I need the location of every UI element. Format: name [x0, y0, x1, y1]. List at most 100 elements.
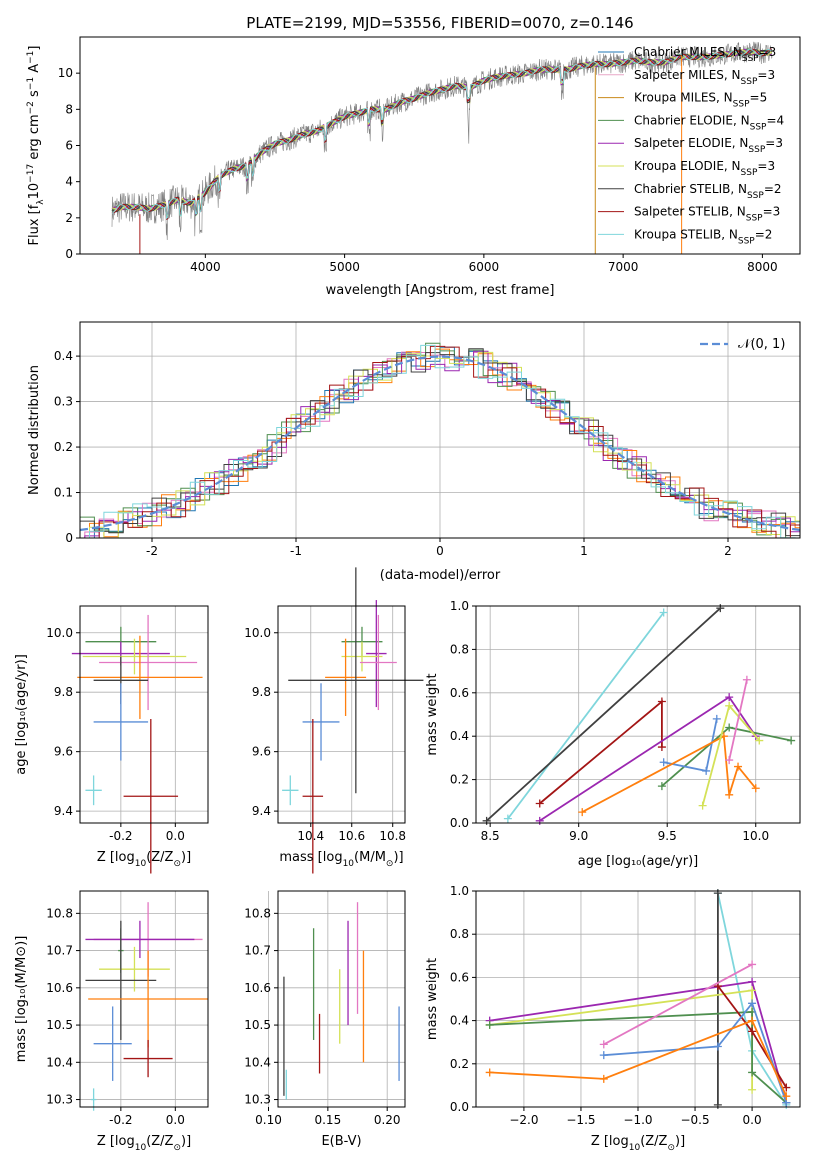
label-part: =3 [763, 205, 781, 219]
label-part: =2 [755, 227, 773, 241]
error-bar-point [341, 641, 383, 672]
weight-marker [725, 693, 734, 702]
x-tick-label: −1.5 [566, 1113, 595, 1127]
model-spectrum [111, 48, 772, 220]
weight-line [603, 1001, 788, 1103]
y-tick-label: 0.2 [450, 1057, 469, 1071]
legend-label: Kroupa STELIB, NSSP=2 [634, 227, 772, 246]
label-part: mass [log [279, 850, 342, 865]
weight-marker [748, 1027, 757, 1036]
weight-marker [657, 743, 666, 752]
y-axis-label: mass [log₁₀(M/M⊙)] [14, 936, 29, 1063]
y-tick-label: 0 [65, 531, 73, 545]
legend-label: Chabrier MILES, NSSP=3 [634, 45, 776, 64]
weight-marker [485, 1068, 494, 1077]
weight-marker [787, 736, 796, 745]
weight-marker [535, 799, 544, 808]
histogram-series [80, 348, 800, 538]
x-axis-label: Z [log10(Z/Z⊙)] [97, 850, 191, 869]
weight-marker [742, 675, 751, 684]
label-part: Z [log [591, 1134, 629, 1149]
label-part: ⊙ [386, 859, 394, 869]
weight-series [503, 608, 668, 823]
model-spectrum [111, 49, 772, 219]
y-axis-label: age [log₁₀(age/yr)] [14, 654, 29, 775]
y-axis-label: mass weight [425, 673, 440, 755]
label-part: Salpeter STELIB, N [634, 205, 746, 219]
x-tick-label: -2 [146, 544, 158, 558]
weight-marker [599, 1074, 608, 1083]
residuals-frame [79, 321, 801, 539]
weight-marker [751, 784, 760, 793]
weight-series [599, 960, 757, 1049]
label-part: ⊙ [667, 1143, 675, 1153]
label-part: )] [675, 1134, 685, 1149]
x-tick-label: 0.0 [166, 1113, 185, 1127]
histogram-series [80, 351, 800, 538]
error-bar-point [302, 683, 340, 761]
error-bar-point [302, 718, 324, 874]
y-tick-label: 10.7 [244, 944, 271, 958]
label-part: −17 [26, 164, 36, 183]
y-tick-label: 0.1 [54, 486, 73, 500]
label-part: 10 [343, 859, 355, 869]
weight-marker [748, 1016, 757, 1025]
legend-label: Kroupa ELODIE, NSSP=3 [634, 159, 775, 178]
x-tick-label: 0 [436, 544, 444, 558]
weight-marker [755, 736, 764, 745]
weight-line [603, 963, 753, 1046]
x-tick-label: 8.5 [481, 829, 500, 843]
label-part: )] [393, 850, 403, 865]
label-part: SSP [742, 54, 759, 64]
weight-marker [725, 723, 734, 732]
y-tick-label: 6 [65, 139, 73, 153]
weight-marker [748, 960, 757, 969]
x-tick-label: 9.0 [569, 829, 588, 843]
label-part: SSP [738, 236, 755, 246]
label-part: −1 [26, 77, 36, 90]
y-tick-label: 0.2 [54, 440, 73, 454]
x-tick-label: 10.8 [379, 829, 406, 843]
weight-marker [599, 1040, 608, 1049]
label-part: =4 [766, 113, 784, 127]
label-part: SSP [741, 77, 758, 87]
y-tick-label: 10 [58, 66, 73, 80]
label-part: SSP [741, 168, 758, 178]
model-spectrum [111, 48, 772, 221]
x-axis-label: (data-model)/error [380, 568, 501, 583]
weight-marker [657, 782, 666, 791]
weight-marker [659, 758, 668, 767]
y-tick-label: 0.6 [450, 686, 469, 700]
weight-marker [725, 756, 734, 765]
label-part: Z [log [97, 850, 135, 865]
x-tick-label: 10.4 [297, 829, 324, 843]
x-axis-label: Z [log10(Z/Z⊙)] [97, 1134, 191, 1153]
x-tick-label: 7000 [608, 260, 639, 274]
y-tick-label: 0.4 [54, 349, 73, 363]
label-part: ⊙ [173, 859, 181, 869]
x-tick-label: −1.0 [623, 1113, 652, 1127]
weight-marker [698, 801, 707, 810]
label-part: =3 [757, 159, 775, 173]
x-tick-label: 10.0 [742, 829, 769, 843]
y-tick-label: 0.0 [450, 1100, 469, 1114]
legend-label: Chabrier STELIB, NSSP=2 [634, 182, 782, 201]
y-tick-label: 10.8 [46, 906, 73, 920]
label-part: SSP [747, 191, 764, 201]
label-part: =3 [757, 68, 775, 82]
weight-series [659, 714, 721, 775]
label-part: Salpeter MILES, N [634, 68, 741, 82]
y-tick-label: 8 [65, 102, 73, 116]
weight-marker [748, 1068, 757, 1077]
weight-series [725, 675, 751, 765]
chart-title: PLATE=2199, MJD=53556, FIBERID=0070, z=0… [246, 14, 633, 32]
weight-line [489, 1019, 788, 1097]
x-tick-label: 0.10 [255, 1113, 282, 1127]
error-bar-point [85, 775, 102, 806]
x-axis-label: Z [log10(Z/Z⊙)] [591, 1134, 685, 1153]
label-part: SSP [748, 145, 765, 155]
weight-marker [578, 808, 587, 817]
x-tick-label: 1 [580, 544, 588, 558]
error-bar-point [85, 920, 157, 1040]
